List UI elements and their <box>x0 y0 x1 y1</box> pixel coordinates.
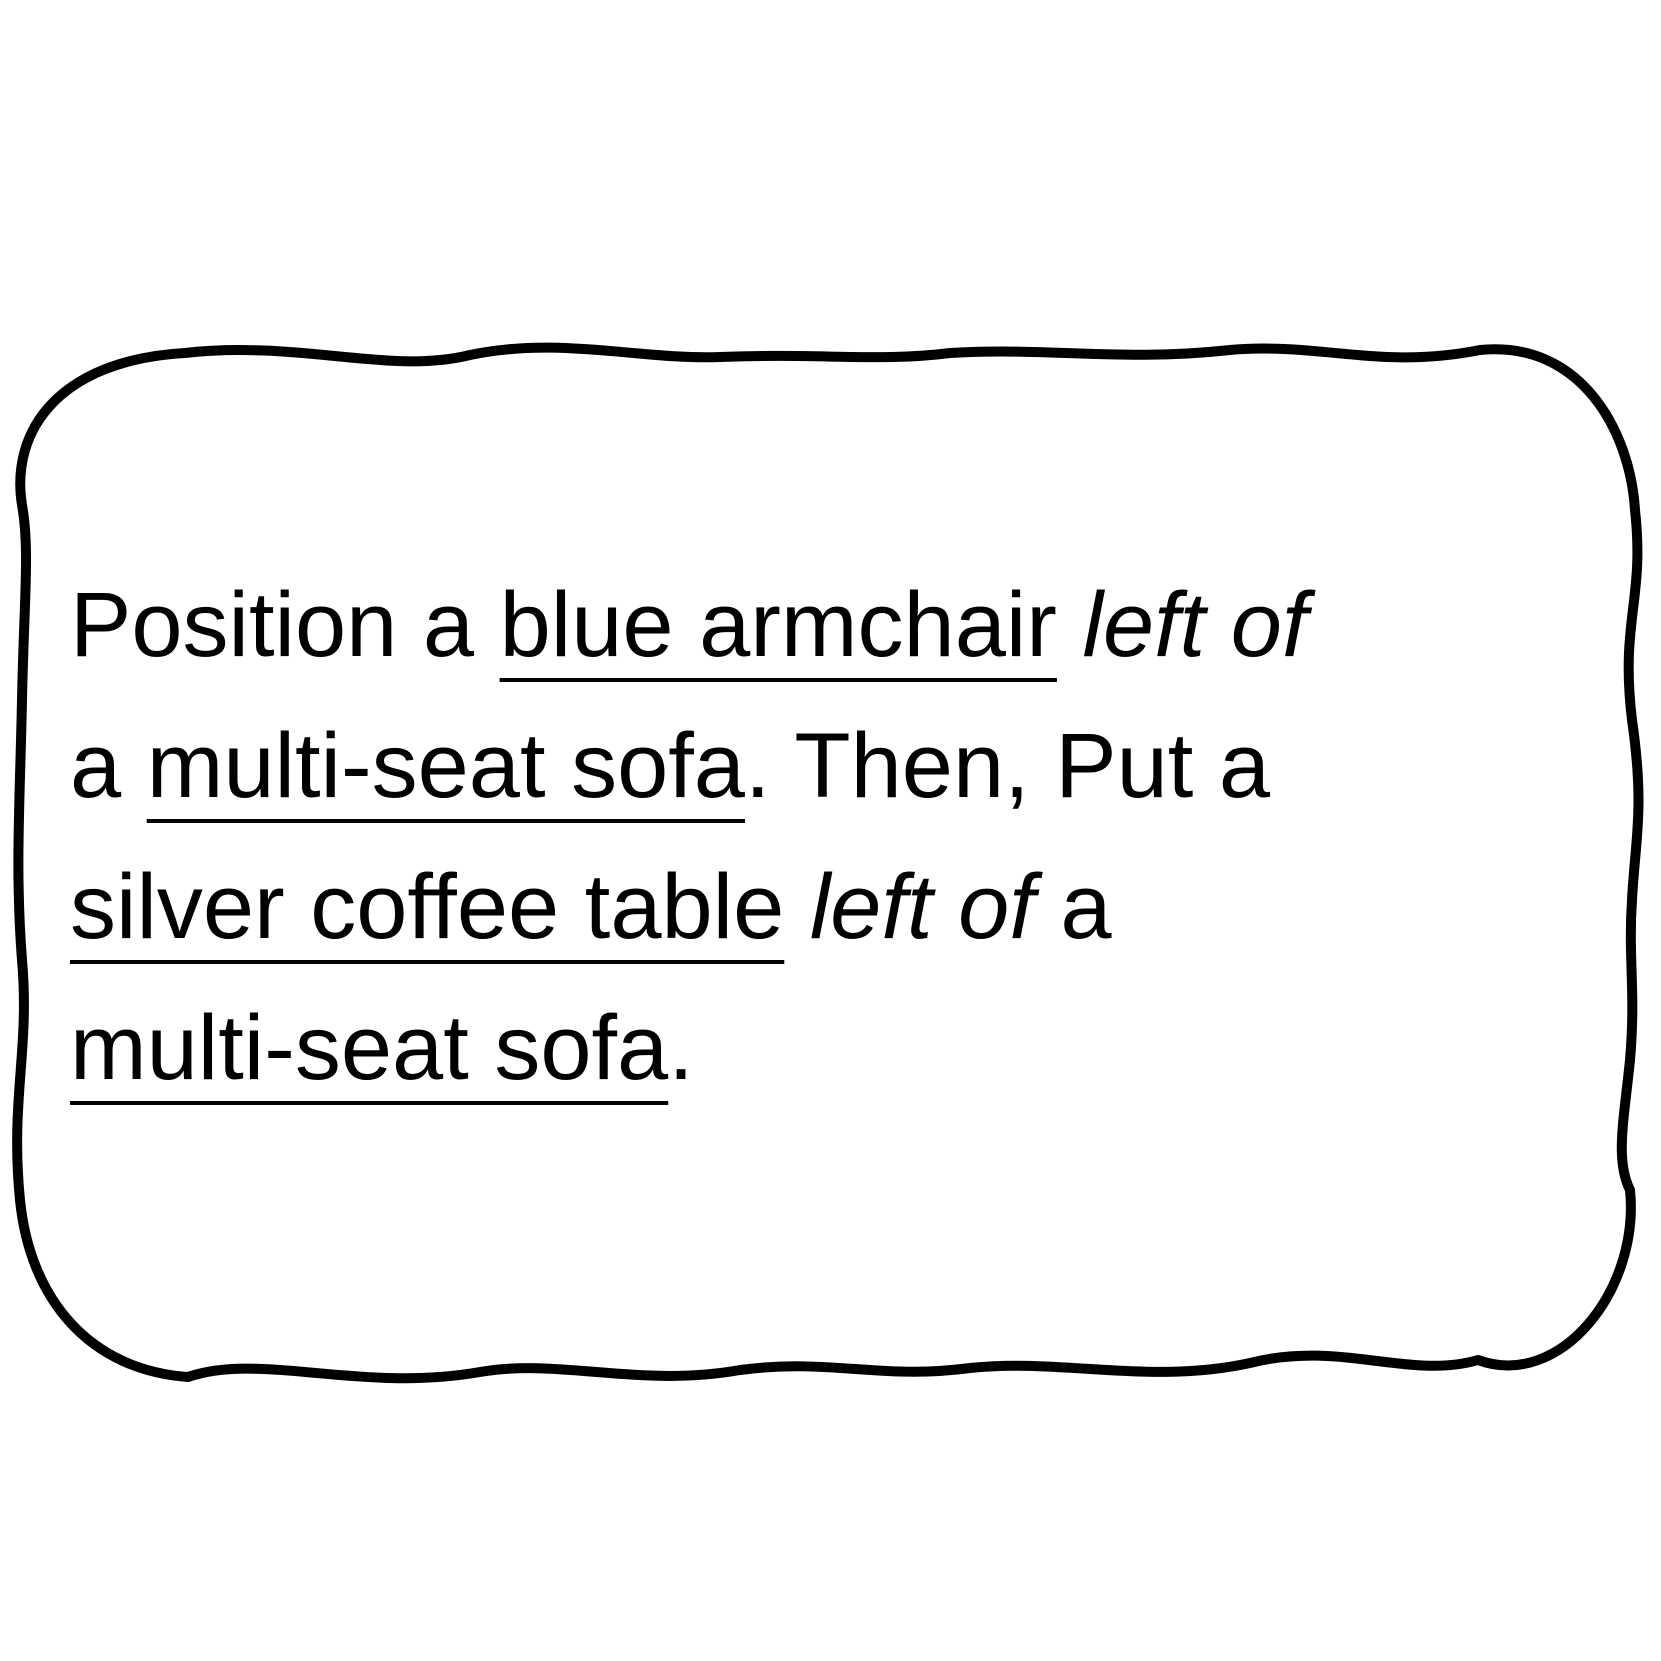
object-2-label: silver coffee table <box>70 856 785 958</box>
sentence-end: . <box>668 997 694 1099</box>
instruction-line-3: silver coffee table left of a <box>70 837 1540 978</box>
instruction-line-1: Position a blue armchair left of <box>70 555 1540 696</box>
object-1-label: blue armchair <box>499 574 1057 676</box>
instruction-prefix: Position a <box>70 574 500 676</box>
instruction-line-4: multi-seat sofa. <box>70 978 1540 1119</box>
connector-text: . Then, Put a <box>744 715 1271 817</box>
instruction-line-2: a multi-seat sofa. Then, Put a <box>70 696 1540 837</box>
article-text: a <box>70 715 147 817</box>
relation-2-label: left of <box>809 856 1035 958</box>
anchor-2-label: multi-seat sofa <box>70 997 669 1099</box>
anchor-1-label: multi-seat sofa <box>146 715 745 817</box>
frame-outline <box>12 342 1644 1384</box>
instruction-text: Position a blue armchair left of a multi… <box>70 555 1540 1119</box>
article-text-2: a <box>1034 856 1112 958</box>
relation-1-label: left of <box>1082 574 1308 676</box>
